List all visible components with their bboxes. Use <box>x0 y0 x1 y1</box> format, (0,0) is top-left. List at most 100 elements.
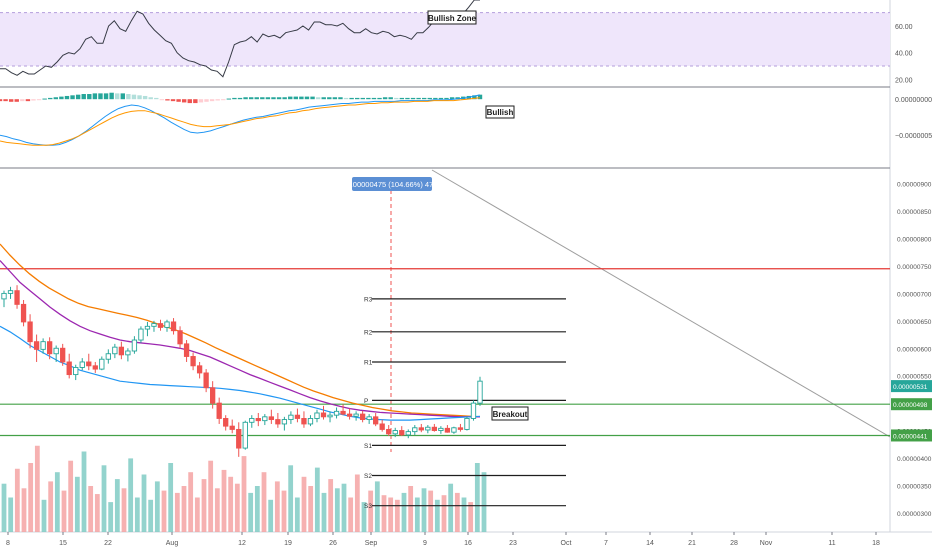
candle-body <box>418 427 424 431</box>
volume-bar <box>88 486 94 532</box>
ema-fast-line <box>0 325 481 421</box>
candle-body <box>444 427 451 433</box>
candle-body <box>216 402 222 419</box>
volume-bar <box>321 492 327 532</box>
macd-histogram-bar <box>399 97 405 100</box>
candle-body <box>275 419 281 425</box>
candle-body <box>307 418 314 425</box>
volume-bar <box>254 486 260 532</box>
volume-bar <box>294 497 300 532</box>
macd-histogram-bar <box>271 97 276 100</box>
time-tick-label: 22 <box>104 540 112 547</box>
macd-annotation: Bullish <box>487 108 514 117</box>
macd-histogram-bar <box>438 97 444 100</box>
candle-body <box>333 410 340 416</box>
macd-histogram-bar <box>8 99 14 102</box>
macd-histogram-bar <box>181 99 187 103</box>
macd-panel: 0.00000000 −0.00000050 Bullish <box>0 92 932 146</box>
macd-histogram-bar <box>299 96 304 100</box>
price-tag-label: 0.00000441 <box>893 433 928 440</box>
volume-bar <box>208 460 214 532</box>
volume-bar <box>268 499 274 532</box>
macd-histogram-bar <box>53 97 59 100</box>
volume-bar <box>448 483 454 532</box>
time-tick-label: 26 <box>329 540 337 547</box>
time-tick-label: 8 <box>6 540 10 547</box>
candle-body <box>281 419 288 425</box>
macd-histogram-bar <box>170 99 176 102</box>
candle-body <box>27 321 33 343</box>
volume-bar <box>461 497 467 532</box>
macd-histogram-bar <box>410 97 416 100</box>
volume-bar <box>41 499 47 532</box>
candle-body <box>210 387 216 404</box>
macd-histogram-bar <box>427 97 432 100</box>
macd-histogram-bar <box>304 96 310 100</box>
candle-body <box>1 292 7 300</box>
macd-histogram-bar <box>209 99 215 102</box>
candle-body <box>438 427 444 431</box>
candle-body <box>340 410 346 415</box>
macd-histogram-bar <box>355 97 360 100</box>
time-tick-label: 9 <box>423 540 427 547</box>
time-tick-label: 28 <box>730 540 738 547</box>
candle-body <box>196 365 203 374</box>
macd-histogram-bar <box>243 97 248 100</box>
volume-bar <box>201 479 207 532</box>
macd-tick-label: 0.00000000 <box>895 97 932 104</box>
macd-histogram-bar <box>204 99 209 102</box>
pivot-label: R3 <box>364 296 373 303</box>
macd-histogram-bar <box>226 98 232 100</box>
macd-histogram-bar <box>366 97 371 100</box>
price-tick-label: 0.00000700 <box>897 291 932 298</box>
volume-bar <box>474 463 480 532</box>
candle-body <box>470 402 477 419</box>
volume-bar <box>74 476 80 532</box>
time-tick-label: 15 <box>59 540 67 547</box>
candle-body <box>151 323 157 327</box>
macd-histogram-bar <box>142 95 148 100</box>
candle-body <box>327 414 333 418</box>
macd-histogram-bar <box>254 97 259 100</box>
time-tick-label: 23 <box>509 540 517 547</box>
candle-body <box>451 427 457 433</box>
rsi-tick-label: 40.00 <box>895 51 913 58</box>
macd-histogram-bar <box>193 99 198 104</box>
rsi-panel: 60.00 40.00 20.00 Bullish Zone <box>0 0 913 84</box>
volume-bar <box>374 481 380 532</box>
macd-histogram-bar <box>70 95 75 100</box>
volume-bar <box>248 492 254 532</box>
volume-bar <box>234 483 240 532</box>
time-tick-label: Nov <box>760 540 773 547</box>
breakout-label: Breakout <box>493 410 528 419</box>
candle-body <box>392 430 398 435</box>
macd-histogram-bar <box>343 97 349 100</box>
macd-histogram-bar <box>382 97 388 100</box>
volume-bar <box>214 488 220 532</box>
volume-bar <box>161 490 167 532</box>
candle-body <box>373 416 379 425</box>
volume-bar <box>454 492 460 532</box>
candle-body <box>144 325 151 330</box>
volume-bar <box>121 488 127 532</box>
macd-histogram-bar <box>327 97 332 100</box>
macd-histogram-bar <box>109 92 114 100</box>
time-tick-label: 16 <box>464 540 472 547</box>
macd-histogram-bar <box>187 99 192 104</box>
time-tick-label: Oct <box>561 540 572 547</box>
time-tick-label: 21 <box>688 540 696 547</box>
volume-bar <box>168 463 174 532</box>
volume-bar <box>314 467 320 532</box>
time-tick-label: 7 <box>604 540 608 547</box>
macd-tick-label: −0.00000050 <box>895 133 932 140</box>
candle-body <box>236 428 242 449</box>
candle-body <box>249 418 255 423</box>
volume-bar <box>421 488 427 532</box>
rsi-annotation-box <box>427 10 477 25</box>
macd-signal-line <box>0 97 481 146</box>
pivot-label: R2 <box>364 329 373 336</box>
macd-histogram-bar <box>126 94 131 100</box>
macd-histogram-bar <box>221 99 226 101</box>
price-tag <box>891 429 932 442</box>
